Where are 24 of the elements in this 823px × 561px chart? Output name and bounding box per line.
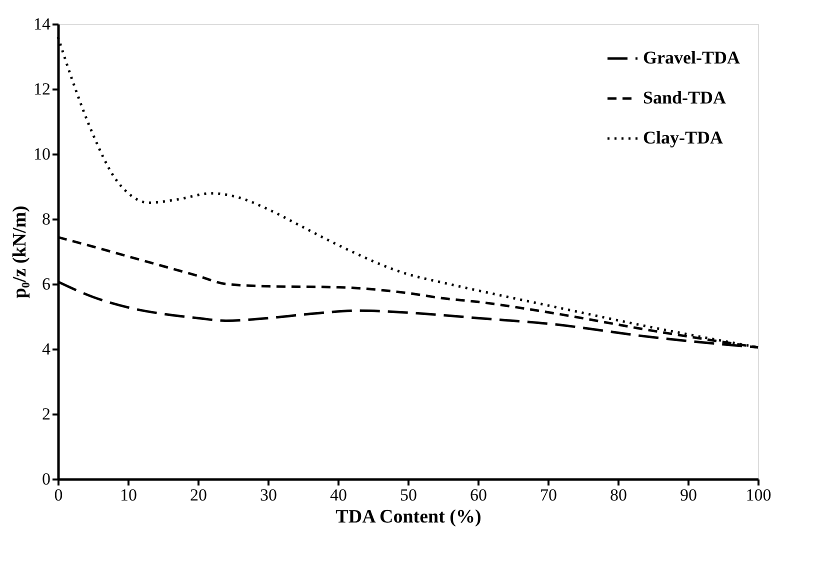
y-tick-label: 4 — [42, 340, 51, 358]
x-tick-label: 10 — [120, 486, 137, 504]
y-tick-label: 2 — [42, 404, 50, 424]
x-tick-label: 60 — [470, 486, 487, 504]
legend-label: Gravel-TDA — [643, 48, 740, 68]
x-tick-label: 0 — [54, 486, 63, 504]
x-tick-label: 40 — [330, 486, 347, 504]
legend-label: Sand-TDA — [643, 88, 726, 108]
y-tick-label: 8 — [42, 210, 50, 228]
y-tick-label: 14 — [34, 14, 51, 34]
x-tick-label: 90 — [680, 486, 697, 504]
y-axis-title: p₀/z (kN/m) — [10, 206, 30, 298]
x-tick-label: 100 — [746, 486, 772, 504]
legend-label: Clay-TDA — [643, 128, 723, 148]
y-tick-label: 0 — [42, 470, 50, 488]
y-tick-label: 10 — [34, 144, 50, 164]
y-tick-label: 6 — [42, 274, 50, 294]
x-tick-label: 70 — [540, 486, 557, 504]
x-tick-label: 50 — [400, 486, 417, 504]
x-tick-label: 80 — [610, 486, 627, 504]
x-axis-title: TDA Content (%) — [336, 506, 482, 528]
x-tick-label: 30 — [260, 486, 277, 504]
y-tick-label: 12 — [34, 80, 50, 98]
x-tick-label: 20 — [190, 486, 207, 504]
